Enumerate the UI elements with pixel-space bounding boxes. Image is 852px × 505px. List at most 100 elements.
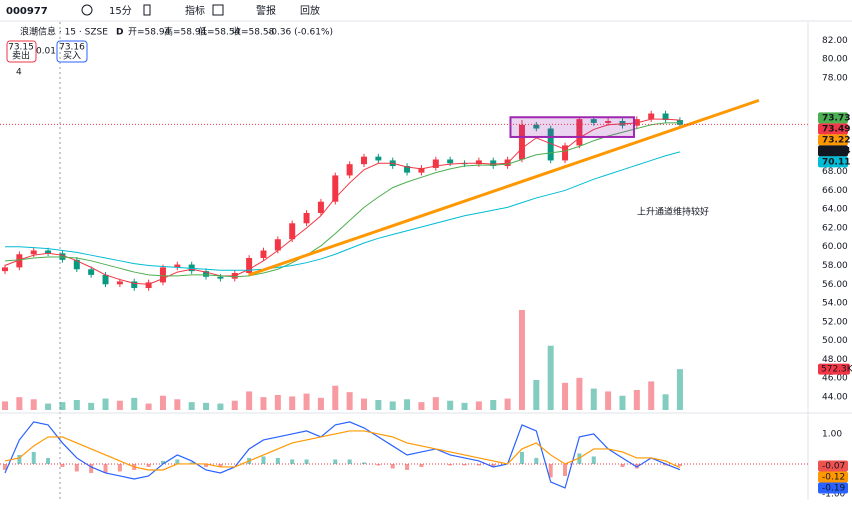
candle-body: [73, 259, 80, 270]
y-tick-label: 54.00: [822, 299, 848, 309]
signal-line: [4, 430, 681, 471]
histogram-bar: [448, 463, 453, 466]
histogram-bar: [89, 463, 94, 473]
volume-bar: [676, 369, 683, 410]
volume-bar: [590, 388, 597, 410]
candle-body: [547, 128, 554, 161]
histogram-bar: [491, 463, 496, 467]
volume-bar: [159, 395, 166, 410]
histogram-bar: [275, 457, 280, 464]
volume-bar: [418, 402, 425, 410]
add-icon[interactable]: [81, 4, 93, 16]
symbol[interactable]: 000977: [6, 6, 48, 17]
candle-body: [174, 264, 181, 268]
y-tick-label: 56.00: [822, 280, 848, 290]
histogram-bar: [204, 463, 209, 467]
candle-body: [260, 250, 267, 258]
y-tick-label: 44.00: [822, 392, 848, 402]
volume-bar: [332, 385, 339, 410]
histogram-bar: [333, 459, 338, 464]
candle-body: [88, 269, 95, 275]
price-tag-label: 73.22: [822, 135, 850, 145]
price-tag: [818, 134, 848, 146]
histogram-bar: [160, 460, 165, 464]
y-tick-label: 62.00: [822, 223, 848, 233]
price-tag: [818, 123, 848, 135]
volume-bar: [73, 400, 80, 410]
sell-button[interactable]: [6, 40, 37, 63]
legend-close: 收=58.58: [232, 26, 275, 38]
volume-bar: [662, 394, 669, 410]
volume-bar: [30, 399, 37, 410]
volume-bar: [547, 345, 554, 410]
histogram-bar: [376, 463, 381, 466]
candle-body: [289, 223, 296, 240]
histogram-bar: [563, 463, 568, 476]
volume-bar: [45, 403, 52, 410]
candle-body: [2, 267, 8, 272]
y-tick-label: 64.00: [822, 205, 848, 215]
macd-tag: [818, 482, 848, 494]
range-box: [509, 116, 635, 138]
y-tick-label: 60.00: [822, 242, 848, 252]
price-tag-label: 70.11: [822, 157, 850, 167]
histogram-bar: [390, 463, 395, 469]
interval[interactable]: 15分: [109, 5, 132, 17]
sell-price: 73.15: [8, 43, 34, 53]
histogram-bar: [3, 463, 7, 470]
y-tick-label: 48.00: [822, 355, 848, 365]
macd-tag-label: -0.07: [822, 462, 845, 472]
replay[interactable]: 回放: [300, 4, 320, 17]
y-tick-label: 66.00: [822, 186, 848, 196]
toolbar: 000977 15分 指标 警报 回放: [0, 0, 852, 22]
volume-bar: [131, 397, 138, 410]
moving-average: [4, 118, 680, 285]
macd-tag: [818, 460, 848, 472]
macd-tag-label: -0.12: [822, 473, 845, 483]
candle-body: [116, 281, 123, 285]
candle-body: [317, 201, 324, 213]
volume-bar: [145, 403, 152, 410]
volume-bar: [461, 402, 468, 410]
alert[interactable]: 警报: [256, 4, 276, 17]
volume-bar: [2, 401, 8, 410]
histogram-bar: [634, 463, 639, 469]
candle-body: [159, 267, 166, 283]
volume-bar: [648, 381, 655, 410]
price-tag-label: 73.04: [822, 146, 850, 156]
candle-body: [605, 121, 612, 123]
macd-line: [4, 421, 681, 489]
legend-low: 低=58.54: [198, 26, 241, 38]
macd-tick-label: -1.00: [822, 489, 846, 499]
histogram-bar: [189, 462, 194, 464]
histogram-bar: [620, 463, 625, 467]
volume-bar: [88, 402, 95, 410]
volume-bar: [504, 398, 511, 410]
indicator-count[interactable]: 4: [16, 68, 22, 78]
volume-bar: [303, 393, 310, 410]
candle-body: [533, 124, 540, 129]
volume-bar: [174, 399, 181, 410]
spread: 0.01: [36, 47, 56, 57]
candle-body: [346, 164, 353, 176]
buy-button[interactable]: [56, 40, 88, 63]
candle-body: [432, 159, 439, 168]
volume-bar: [475, 401, 482, 410]
legend-title: 浪潮信息 · 15 · SZSE: [20, 26, 108, 38]
volume-bar: [203, 402, 210, 410]
volume-bar: [246, 391, 253, 410]
candle-icon[interactable]: [143, 4, 151, 16]
layout-icon[interactable]: [212, 4, 224, 16]
volume-bar: [619, 395, 626, 410]
volume-bar: [59, 402, 66, 410]
legend-change: -0.36 (-0.61%): [268, 28, 333, 38]
candle-body: [274, 239, 281, 251]
candle-body: [131, 281, 138, 289]
volume-bar: [289, 396, 296, 410]
volume-bar: [274, 395, 281, 410]
indicators[interactable]: 指标: [185, 4, 205, 17]
volume-bar: [317, 397, 324, 410]
candle-body: [418, 167, 425, 173]
histogram-bar: [304, 459, 309, 464]
